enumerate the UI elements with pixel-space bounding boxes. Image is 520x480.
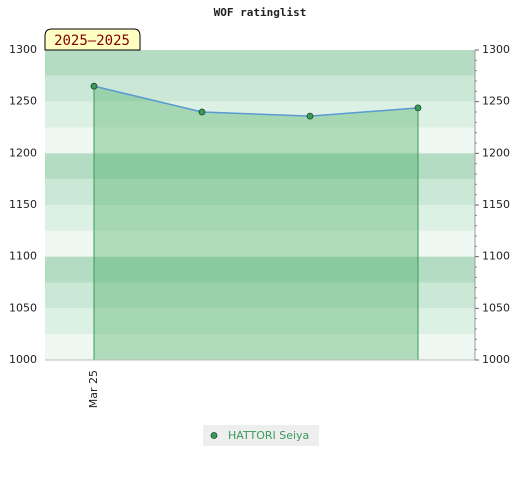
y-tick-label: 1100 <box>9 250 37 263</box>
y-tick-label: 1200 <box>9 146 37 159</box>
point <box>414 104 422 112</box>
band <box>45 153 475 180</box>
legend-label: HATTORI Seiya <box>228 429 309 442</box>
band <box>45 127 475 154</box>
legend-box <box>203 425 319 446</box>
point <box>198 108 206 116</box>
band <box>45 256 475 283</box>
band <box>45 179 475 205</box>
y-tick-label: 1250 <box>9 95 37 108</box>
legend-marker <box>210 432 218 439</box>
plot <box>90 82 422 361</box>
y2-tick-label: 1200 <box>482 146 510 159</box>
y-tick-label: 1050 <box>9 301 37 314</box>
badge-box <box>44 28 141 51</box>
y2-tick-label: 1150 <box>482 198 510 211</box>
point <box>306 112 314 120</box>
y2-tick-label: 1000 <box>482 353 510 366</box>
background-bands <box>45 50 475 360</box>
line <box>93 85 419 117</box>
band <box>45 50 475 76</box>
band <box>45 205 475 231</box>
band <box>45 334 475 360</box>
badge-text: 2025–2025 <box>54 33 130 49</box>
chart-title: WOF ratinglist <box>214 6 307 19</box>
y2-tick-label: 1050 <box>482 301 510 314</box>
y-tick-label: 1000 <box>9 353 37 366</box>
band <box>45 75 475 102</box>
area <box>93 85 419 361</box>
band <box>45 230 475 257</box>
y2-tick-label: 1100 <box>482 250 510 263</box>
y-tick-label: 1300 <box>9 43 37 56</box>
y2-tick-label: 1300 <box>482 43 510 56</box>
band <box>45 308 475 335</box>
y-tick-label: 1150 <box>9 198 37 211</box>
x-tick-label: Mar 25 <box>87 370 100 408</box>
point <box>90 82 98 90</box>
y2-tick-label: 1250 <box>482 95 510 108</box>
band <box>45 282 475 309</box>
